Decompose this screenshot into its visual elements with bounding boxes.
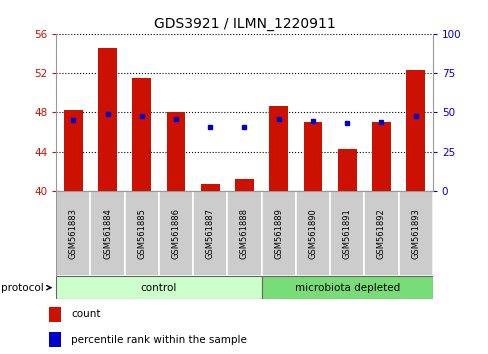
Bar: [201, 184, 219, 191]
Bar: [269, 105, 287, 191]
Bar: [227, 191, 261, 276]
Title: GDS3921 / ILMN_1220911: GDS3921 / ILMN_1220911: [153, 17, 335, 31]
Bar: [329, 191, 364, 276]
Text: count: count: [71, 309, 100, 320]
Bar: [124, 191, 159, 276]
Text: GSM561892: GSM561892: [376, 208, 385, 259]
Text: microbiota depleted: microbiota depleted: [294, 282, 399, 293]
Bar: [261, 276, 432, 299]
Bar: [261, 191, 295, 276]
Bar: [90, 191, 124, 276]
Bar: [132, 78, 151, 191]
Text: GSM561885: GSM561885: [137, 208, 146, 259]
Text: GSM561891: GSM561891: [342, 208, 351, 259]
Text: GSM561888: GSM561888: [240, 208, 248, 259]
Bar: [303, 122, 322, 191]
Bar: [193, 191, 227, 276]
Bar: [64, 110, 82, 191]
Bar: [371, 122, 390, 191]
Bar: [406, 70, 424, 191]
Bar: [56, 276, 261, 299]
Bar: [56, 191, 90, 276]
Text: GSM561887: GSM561887: [205, 208, 214, 259]
Bar: [364, 191, 398, 276]
Bar: [235, 179, 253, 191]
Text: protocol: protocol: [1, 282, 51, 293]
Text: GSM561884: GSM561884: [103, 208, 112, 259]
Text: GSM561889: GSM561889: [274, 208, 283, 259]
Bar: [398, 191, 432, 276]
Text: percentile rank within the sample: percentile rank within the sample: [71, 335, 246, 345]
Text: GSM561893: GSM561893: [410, 208, 419, 259]
Text: GSM561886: GSM561886: [171, 208, 180, 259]
Bar: [295, 191, 329, 276]
Text: GSM561890: GSM561890: [308, 208, 317, 259]
Bar: [49, 307, 61, 322]
Bar: [337, 149, 356, 191]
Bar: [49, 332, 61, 347]
Bar: [166, 113, 185, 191]
Text: GSM561883: GSM561883: [69, 208, 78, 259]
Bar: [159, 191, 193, 276]
Text: control: control: [141, 282, 177, 293]
Bar: [98, 48, 117, 191]
